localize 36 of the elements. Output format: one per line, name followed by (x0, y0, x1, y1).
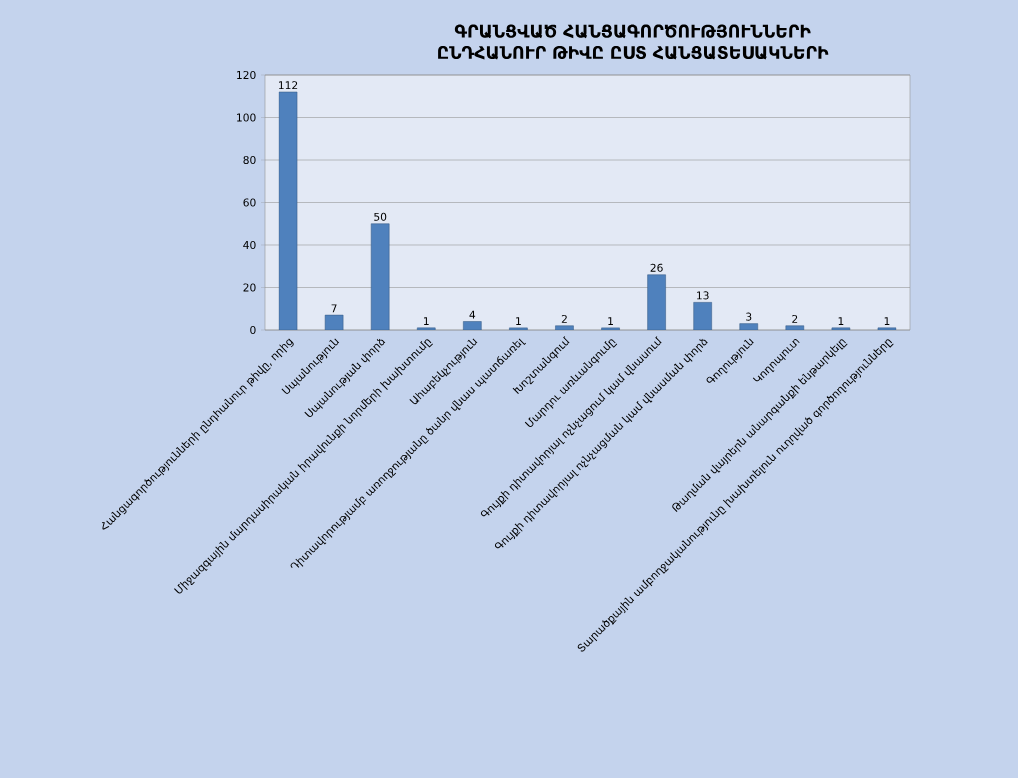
bar (555, 325, 574, 330)
bar (463, 321, 482, 330)
y-tick-label: 60 (243, 198, 256, 207)
bar (785, 325, 805, 330)
data-label: 1 (608, 317, 613, 325)
bar (647, 274, 666, 330)
bar (509, 327, 528, 330)
bar (831, 327, 851, 330)
y-tick-label: 0 (250, 325, 256, 335)
data-label: 13 (697, 291, 709, 300)
data-label: 7 (331, 304, 337, 313)
data-label: 50 (374, 212, 387, 221)
bar (877, 327, 897, 330)
data-label: 2 (561, 314, 567, 323)
bar (278, 91, 298, 330)
data-label: 3 (746, 312, 752, 321)
bar (739, 323, 759, 330)
data-label: 2 (792, 314, 798, 323)
bar (693, 302, 712, 330)
y-tick-label: 120 (237, 70, 256, 80)
y-tick-label: 100 (237, 113, 256, 122)
bar (370, 223, 390, 330)
y-tick-label: 40 (243, 240, 256, 250)
data-label: 1 (884, 317, 890, 325)
data-label: 4 (469, 310, 476, 319)
data-label: 1 (516, 317, 521, 325)
data-label: 1 (424, 317, 429, 325)
data-label: 112 (279, 81, 298, 90)
y-tick-label: 20 (243, 283, 256, 292)
chart-title: ԳՐԱՆՑՎԱԾ ՀԱՆՑԱԳՈՐԾՈՒԹՅՈՒՆՆԵՐԻ ԸՆԴՀԱՆՈՒՐ ԹԻՎԸ ԸՍՏ ՀԱՆՑԱՏԵՍԱԿՆԵՐԻ (438, 24, 829, 60)
bar (324, 314, 344, 330)
bar (601, 327, 620, 330)
data-label: 1 (838, 317, 844, 325)
y-tick-label: 80 (243, 155, 256, 165)
data-label: 26 (650, 263, 663, 272)
bar (416, 327, 436, 330)
